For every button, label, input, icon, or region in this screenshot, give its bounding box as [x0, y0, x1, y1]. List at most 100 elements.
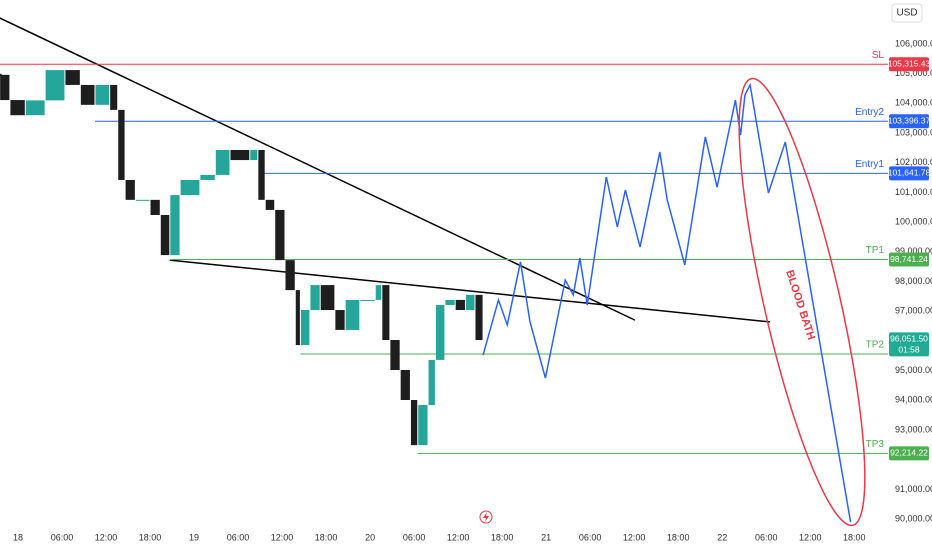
- candle: [200, 174, 215, 180]
- candle: [10, 100, 25, 116]
- x-tick-label: 22: [717, 532, 727, 542]
- candle: [345, 299, 360, 330]
- candle: [375, 285, 382, 300]
- y-tick-label: 90,000.00: [895, 513, 932, 523]
- lightning-icon[interactable]: [479, 510, 493, 524]
- candle: [265, 199, 275, 210]
- candle: [170, 195, 180, 256]
- candle: [180, 179, 200, 196]
- candle: [390, 340, 400, 371]
- candle: [335, 310, 345, 330]
- last-price: 96,051.50: [890, 334, 928, 344]
- candle: [300, 310, 310, 346]
- candle: [320, 285, 335, 311]
- candle: [285, 260, 295, 291]
- candle: [445, 299, 455, 305]
- y-tick-label: 93,000.00: [895, 424, 932, 434]
- level-price-box: [889, 114, 929, 129]
- x-tick-label: 12:00: [623, 532, 646, 542]
- level-price-box: [889, 57, 929, 72]
- candle: [435, 304, 445, 360]
- level-price: 92,214.22: [890, 448, 928, 458]
- level-price: 98,741.24: [890, 254, 928, 264]
- level-name: TP3: [866, 439, 885, 450]
- countdown: 01:58: [898, 345, 920, 355]
- x-tick-label: 12:00: [95, 532, 118, 542]
- candle: [465, 294, 475, 311]
- candle: [275, 209, 285, 261]
- level-name: TP2: [866, 340, 885, 351]
- y-tick-label: 104,000.00: [895, 98, 932, 108]
- candle: [45, 70, 65, 101]
- level-price: 103,396.37: [888, 116, 931, 126]
- candle: [95, 84, 110, 105]
- level-price-box: [889, 446, 929, 461]
- candle: [410, 400, 418, 446]
- y-tick-label: 99,000.00: [895, 246, 932, 256]
- level-name: Entry2: [855, 107, 884, 118]
- candle: [150, 199, 160, 216]
- candle: [310, 285, 320, 311]
- y-tick-label: 98,000.00: [895, 276, 932, 286]
- level-price-box: [889, 252, 929, 267]
- y-tick-label: 103,000.00: [895, 127, 932, 137]
- y-tick-label: 106,000.00: [895, 38, 932, 48]
- x-tick-label: 06:00: [51, 532, 74, 542]
- candle: [135, 199, 150, 201]
- candle: [295, 290, 300, 346]
- candle: [475, 294, 483, 341]
- level-price-box: [889, 166, 929, 181]
- y-tick-label: 100,000.00: [895, 217, 932, 227]
- x-tick-label: 12:00: [447, 532, 470, 542]
- highlight-ellipse: [738, 77, 866, 527]
- x-tick-label: 12:00: [271, 532, 294, 542]
- x-tick-label: 06:00: [227, 532, 250, 542]
- level-name: Entry1: [855, 159, 884, 170]
- x-tick-label: 21: [541, 532, 551, 542]
- candle: [65, 70, 80, 85]
- y-tick-label: 97,000.00: [895, 306, 932, 316]
- y-tick-label: 105,000.00: [895, 68, 932, 78]
- level-name: TP1: [866, 245, 885, 256]
- candle: [382, 285, 390, 341]
- candle: [125, 179, 135, 200]
- trendline: [169, 259, 770, 323]
- candle: [455, 299, 465, 311]
- plot: 18 06:00 12:00 18:00 19 06:00 12:00 18:00 20 06:0…: [0, 17, 932, 542]
- trendline: [0, 17, 636, 321]
- candle: [118, 109, 125, 180]
- x-tick-label: 18:00: [139, 532, 162, 542]
- x-tick-label: 06:00: [755, 532, 778, 542]
- candle: [80, 84, 95, 105]
- x-tick-label: 06:00: [403, 532, 426, 542]
- candle: [25, 100, 45, 116]
- x-tick-label: 19: [189, 532, 199, 542]
- x-tick-label: 18: [13, 532, 23, 542]
- x-tick-label: 20: [365, 532, 375, 542]
- x-tick-label: 12:00: [799, 532, 822, 542]
- y-tick-label: 101,000.00: [895, 187, 932, 197]
- last-price-box: [889, 332, 929, 357]
- x-tick-label: 18:00: [491, 532, 514, 542]
- candle: [110, 84, 118, 110]
- candle: [0, 74, 10, 101]
- level-name: SL: [872, 50, 885, 61]
- currency: USD: [896, 8, 917, 19]
- currency-box[interactable]: [891, 3, 923, 23]
- candle: [230, 149, 250, 161]
- candle: [418, 405, 428, 446]
- y-tick-label: 94,000.00: [895, 395, 932, 405]
- y-tick-label: 102,000.00: [895, 157, 932, 167]
- candle: [215, 149, 230, 175]
- candle: [400, 370, 410, 401]
- candle: [258, 149, 265, 200]
- x-tick-label: 18:00: [667, 532, 690, 542]
- y-tick-label: 95,000.00: [895, 365, 932, 375]
- candle: [360, 299, 375, 301]
- projection-line: [482, 82, 852, 523]
- x-tick-label: 06:00: [579, 532, 602, 542]
- x-tick-label: 18:00: [315, 532, 338, 542]
- level-price: 101,641.78: [888, 168, 931, 178]
- level-price: 105,315.43: [888, 59, 931, 69]
